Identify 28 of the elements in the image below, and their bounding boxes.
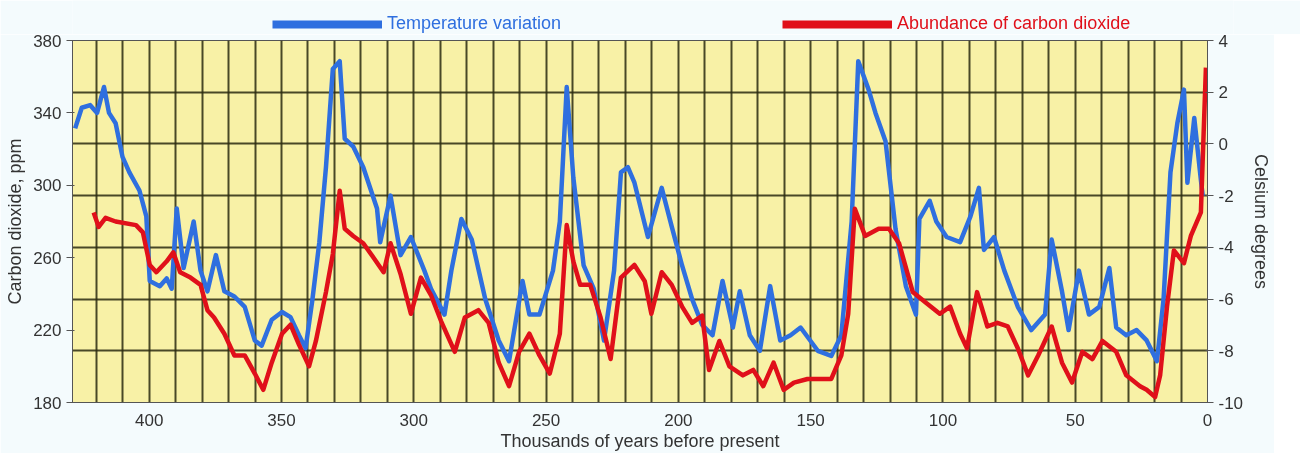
x-tick-label: 400 [135, 410, 164, 430]
y-axis-title: Carbon dioxide, ppm [5, 138, 26, 305]
y2-tick-label: -6 [1218, 290, 1234, 310]
y2-tick-label: -8 [1218, 341, 1234, 361]
y-tick-label: 180 [33, 393, 62, 413]
y-tick-label: 220 [33, 321, 62, 341]
x-tick-label: 50 [1065, 410, 1085, 430]
x-tick-label: 100 [928, 410, 958, 430]
y2-tick-label: -2 [1218, 186, 1234, 206]
y2-tick-label: -4 [1218, 238, 1234, 258]
x-tick-label: 300 [399, 410, 428, 430]
y2-tick-label: 2 [1218, 83, 1228, 103]
y-tick-label: 380 [33, 31, 62, 51]
x-tick-label: 200 [664, 410, 693, 430]
x-tick-label: 350 [267, 410, 296, 430]
y2-tick-label: -10 [1218, 393, 1244, 413]
x-axis-title: Thousands of years before present [500, 430, 780, 451]
x-tick-label: 150 [796, 410, 825, 430]
y2-tick-label: 4 [1218, 31, 1228, 51]
y2-tick-label: 0 [1218, 134, 1228, 154]
x-tick-label: 250 [531, 410, 561, 430]
y-tick-label: 260 [33, 248, 62, 268]
y-tick-label: 340 [33, 103, 62, 123]
text: Abundance of carbon dioxide [897, 13, 1131, 34]
x-tick-label: 0 [1202, 410, 1213, 430]
y-tick-label: 300 [33, 176, 62, 196]
y2-axis-title: Celsium degrees [1251, 153, 1272, 290]
text: Temperature variation [387, 13, 562, 34]
